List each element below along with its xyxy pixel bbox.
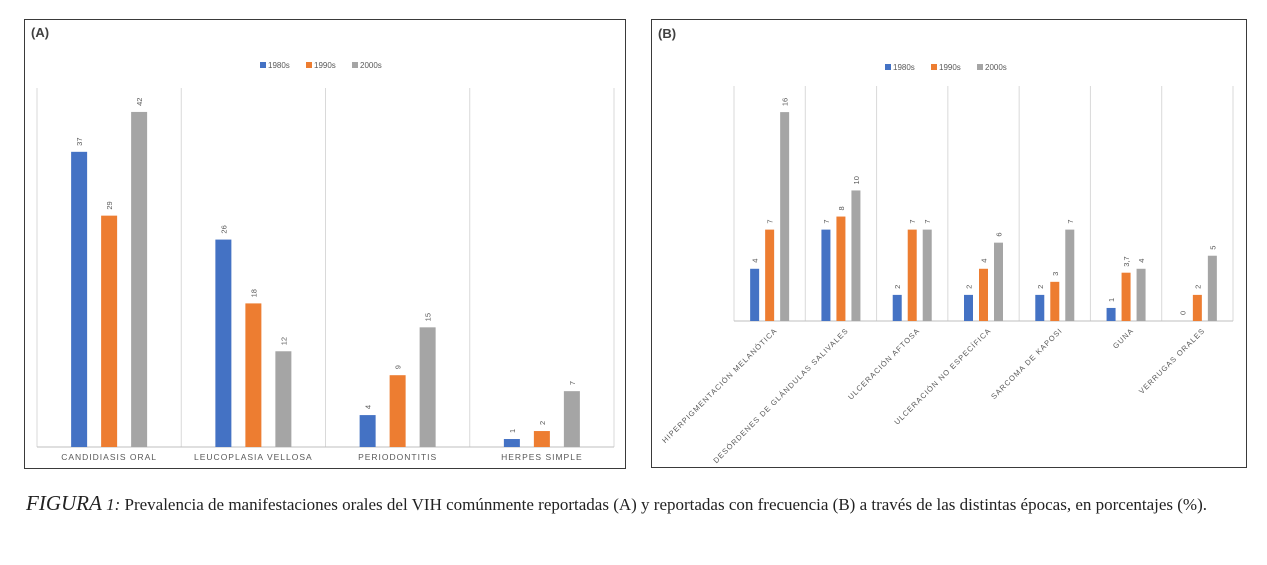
bar-1980s	[71, 151, 88, 448]
data-label: 1	[508, 429, 517, 433]
data-label: 15	[424, 313, 433, 321]
data-label: 7	[908, 219, 917, 223]
legend-label-1990s: 1990s	[939, 63, 961, 72]
legend-swatch-2000s	[352, 62, 358, 68]
bar-2000s	[419, 327, 436, 447]
bar-1990s	[1192, 294, 1202, 321]
data-label: 8	[837, 206, 846, 210]
category-label: HERPES SIMPLE	[501, 452, 583, 462]
data-label: 2	[1036, 285, 1045, 289]
data-label: 42	[135, 98, 144, 106]
bar-1990s	[907, 229, 917, 321]
legend-label-1980s: 1980s	[893, 63, 915, 72]
data-label: 4	[1137, 259, 1146, 263]
bar-1990s	[979, 268, 988, 321]
data-label: 7	[766, 219, 775, 223]
data-label: 2	[893, 285, 902, 289]
bar-1990s	[533, 431, 550, 447]
data-label: 0	[1178, 311, 1187, 315]
data-label: 29	[105, 201, 114, 209]
bar-1990s	[1121, 272, 1131, 321]
bar-1990s	[1050, 281, 1060, 321]
bar-2000s	[922, 229, 932, 321]
data-label: 3	[1051, 272, 1060, 276]
legend-swatch-1980s	[260, 62, 266, 68]
legend-swatch-1980s	[885, 64, 891, 70]
bar-2000s	[1207, 255, 1217, 321]
bar-2000s	[994, 242, 1003, 321]
category-label: PERIODONTITIS	[358, 452, 437, 462]
data-label: 18	[249, 289, 258, 297]
category-label: LEUCOPLASIA VELLOSA	[194, 452, 313, 462]
data-label: 5	[1208, 246, 1217, 250]
data-label: 6	[995, 232, 1004, 236]
legend-swatch-2000s	[977, 64, 983, 70]
chart-b-svg: (B)1980s 1990s 2000s4716HIPERPIGMENTACIÓN …	[658, 26, 1234, 465]
bar-1980s	[821, 229, 831, 321]
bar-1980s	[964, 294, 973, 321]
panel-label: (B)	[658, 26, 676, 41]
data-label: 10	[852, 176, 861, 184]
legend-swatch-1990s	[931, 64, 937, 70]
bar-1980s	[503, 439, 520, 447]
bar-1990s	[765, 229, 775, 321]
legend-swatch-1990s	[306, 62, 312, 68]
data-label: 12	[279, 337, 288, 345]
category-label: GUNA	[1111, 326, 1136, 351]
bar-1980s	[892, 294, 902, 321]
legend-label-2000s: 2000s	[360, 61, 382, 70]
data-label: 26	[219, 225, 228, 233]
figure-caption: FIGURA 1: Prevalencia de manifestaciones…	[26, 491, 1241, 517]
data-label: 2	[965, 285, 974, 289]
bar-1980s	[359, 415, 376, 447]
data-label: 3,7	[1122, 256, 1131, 266]
bar-2000s	[1136, 268, 1146, 321]
data-label: 4	[364, 405, 373, 409]
category-label: VERRUGAS ORALES	[1137, 326, 1207, 396]
panel-label: (A)	[31, 25, 49, 40]
data-label: 4	[980, 259, 989, 263]
bar-1990s	[101, 215, 118, 447]
bar-2000s	[1065, 229, 1075, 321]
bar-1980s	[750, 268, 760, 321]
legend-label-1990s: 1990s	[314, 61, 336, 70]
caption-text: Prevalencia de manifestaciones orales de…	[120, 495, 1207, 514]
data-label: 7	[923, 219, 932, 223]
category-label: DESÓRDENES DE GLÁNDULAS SALIVALES	[711, 326, 850, 465]
bar-1990s	[836, 216, 846, 321]
bar-2000s	[780, 112, 790, 321]
category-label: ULCERACIÓN AFTOSA	[846, 326, 921, 401]
bar-1990s	[245, 303, 262, 447]
category-label: CANDIDIASIS ORAL	[61, 452, 157, 462]
caption-figure-label: FIGURA 1:	[26, 491, 121, 515]
bar-2000s	[275, 351, 292, 447]
bar-2000s	[563, 391, 580, 447]
data-label: 37	[75, 137, 84, 145]
bar-2000s	[131, 111, 148, 447]
legend-label-2000s: 2000s	[985, 63, 1007, 72]
data-label: 7	[568, 381, 577, 385]
chart-panel-a: (A) 1980s 1990s 2000s 37 29 42 CANDIDIASIS ORAL…	[24, 19, 626, 469]
legend-label-1980s: 1980s	[268, 61, 290, 70]
bar-1980s	[1106, 307, 1116, 321]
data-label: 7	[1066, 219, 1075, 223]
data-label: 1	[1107, 298, 1116, 302]
category-label: SARCOMA DE KAPOSI	[989, 326, 1064, 401]
data-label: 2	[1193, 285, 1202, 289]
bar-1990s	[389, 375, 406, 447]
data-label: 9	[394, 365, 403, 369]
data-label: 7	[822, 219, 831, 223]
data-label: 16	[781, 98, 790, 106]
category-label: HIPERPIGMENTACIÓN MELANÓTICA	[660, 326, 779, 445]
data-label: 2	[538, 421, 547, 425]
bar-1980s	[215, 239, 232, 447]
bar-2000s	[851, 190, 861, 321]
bar-1980s	[1035, 294, 1045, 321]
data-label: 4	[751, 259, 760, 263]
chart-panel-b: (B) 1980s 1990s 2000s 4 7 16 HIPERPIGMENTACIÓN …	[651, 19, 1247, 468]
